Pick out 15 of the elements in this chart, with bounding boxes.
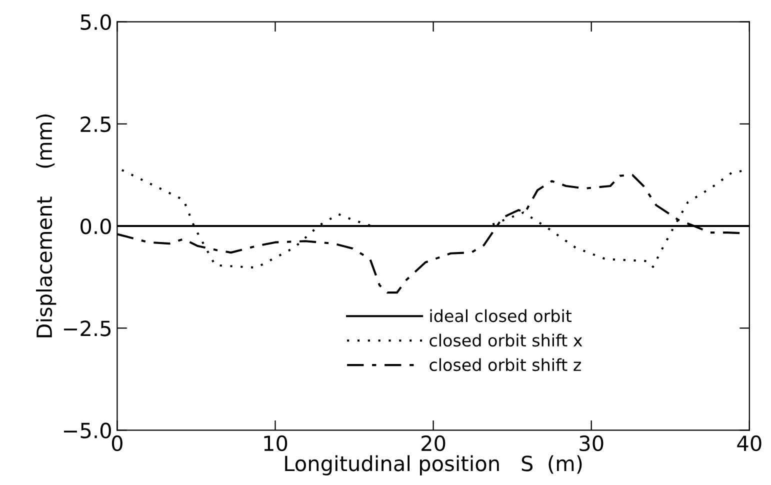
y-tick-label: −5.0 (64, 422, 111, 438)
x-tick-label: 40 (737, 435, 762, 452)
y-tick-label: 5.0 (80, 14, 111, 30)
y-axis-title: Displacement (mm) (36, 114, 56, 338)
y-tick-label: −2.5 (64, 320, 111, 336)
x-tick-label: 20 (422, 435, 446, 452)
x-tick-label: 30 (580, 435, 604, 452)
y-tick-label: 0.0 (80, 218, 111, 234)
y-tick-label: 2.5 (80, 116, 111, 132)
x-axis-title: Longitudinal position S (m) (285, 455, 582, 476)
x-tick-label: 0 (112, 435, 122, 452)
legend-label: ideal closed orbit (430, 309, 572, 322)
legend-label: closed orbit shift z (430, 358, 581, 372)
legend-label: closed orbit shift x (430, 334, 582, 347)
x-tick-label: 10 (264, 435, 288, 452)
